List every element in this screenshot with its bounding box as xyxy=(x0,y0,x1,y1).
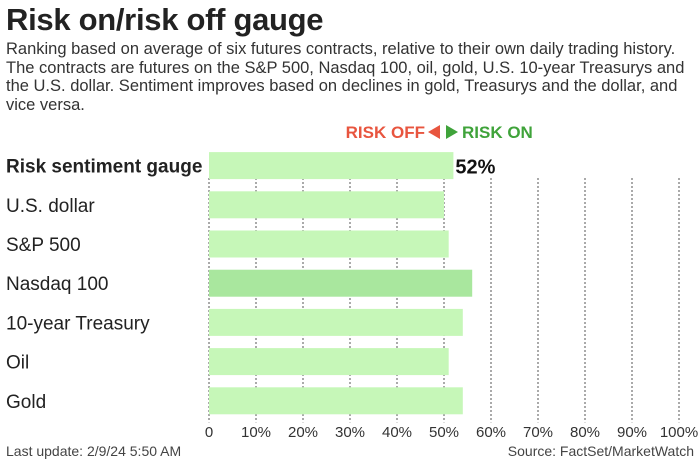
x-tick-label-10: 10% xyxy=(241,424,271,441)
category-label-5: Oil xyxy=(6,353,29,374)
x-tick-label-100: 100% xyxy=(660,424,698,441)
risk-on-label: RISK ON xyxy=(462,123,533,142)
category-label-0: Risk sentiment gauge xyxy=(6,157,202,178)
last-update: Last update: 2/9/24 5:50 AM xyxy=(6,443,182,459)
category-label-3: Nasdaq 100 xyxy=(6,274,108,295)
x-tick-label-30: 30% xyxy=(335,424,365,441)
bar-2 xyxy=(209,230,449,258)
chart-subtitle: Ranking based on average of six futures … xyxy=(6,40,685,114)
x-tick-label-40: 40% xyxy=(382,424,412,441)
category-label-6: Gold xyxy=(6,392,46,413)
x-tick-label-80: 80% xyxy=(570,424,600,441)
source-note: Source: FactSet/MarketWatch xyxy=(507,443,694,459)
bar-1 xyxy=(209,191,444,219)
risk-legend: RISK OFF RISK ON xyxy=(346,123,533,142)
x-tick-label-0: 0 xyxy=(205,424,213,441)
category-label-4: 10-year Treasury xyxy=(6,313,150,334)
category-label-2: S&P 500 xyxy=(6,235,81,256)
x-tick-label-50: 50% xyxy=(429,424,459,441)
grid-lines xyxy=(208,178,680,423)
x-tick-label-90: 90% xyxy=(617,424,647,441)
x-tick-label-70: 70% xyxy=(523,424,553,441)
x-tick-label-20: 20% xyxy=(288,424,318,441)
arrow-right-icon xyxy=(446,125,458,139)
x-tick-label-60: 60% xyxy=(476,424,506,441)
bar-4 xyxy=(209,308,463,336)
category-labels: Risk sentiment gauge U.S. dollar S&P 500 Na… xyxy=(6,157,202,413)
category-label-1: U.S. dollar xyxy=(6,196,95,217)
bar-0 xyxy=(209,152,454,180)
chart-title: Risk on/risk off gauge xyxy=(6,2,324,37)
bar-5 xyxy=(209,348,449,376)
bars: 52% xyxy=(209,152,496,415)
risk-off-label: RISK OFF xyxy=(346,123,425,142)
bar-3 xyxy=(209,269,473,297)
data-label-0: 52% xyxy=(455,157,495,179)
arrow-left-icon xyxy=(428,125,440,139)
bar-6 xyxy=(209,387,463,415)
x-tick-labels: 0 10% 20% 30% 40% 50% 60% 70% 80% 90% 100% xyxy=(205,424,698,441)
